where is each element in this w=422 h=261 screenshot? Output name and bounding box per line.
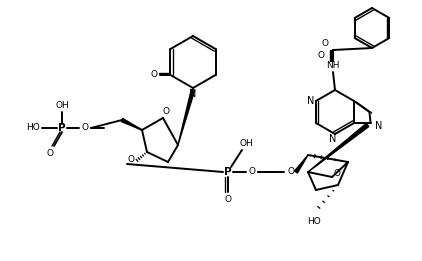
Text: NH: NH	[326, 62, 340, 70]
Text: O: O	[162, 108, 170, 116]
Text: N: N	[189, 89, 197, 99]
Text: O: O	[127, 156, 135, 164]
Text: O: O	[151, 70, 158, 80]
Polygon shape	[178, 90, 195, 145]
Text: O: O	[225, 194, 232, 204]
Text: O: O	[81, 123, 89, 133]
Polygon shape	[295, 155, 308, 173]
Polygon shape	[308, 123, 369, 172]
Polygon shape	[121, 118, 142, 130]
Text: P: P	[224, 167, 232, 177]
Text: HO: HO	[307, 217, 321, 227]
Text: N: N	[375, 121, 382, 131]
Text: N: N	[329, 134, 337, 144]
Text: O: O	[317, 50, 325, 60]
Text: O: O	[322, 39, 328, 48]
Text: O: O	[333, 169, 341, 177]
Text: O: O	[46, 149, 54, 157]
Text: N: N	[307, 96, 315, 106]
Text: O: O	[287, 168, 295, 176]
Text: O: O	[249, 168, 255, 176]
Text: OH: OH	[239, 139, 253, 149]
Text: OH: OH	[55, 100, 69, 110]
Text: HO: HO	[26, 123, 40, 133]
Text: P: P	[58, 123, 66, 133]
